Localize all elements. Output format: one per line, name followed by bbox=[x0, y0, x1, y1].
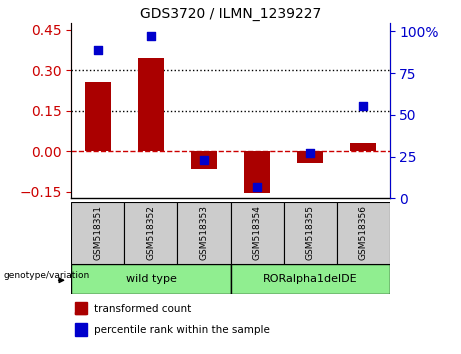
Text: genotype/variation: genotype/variation bbox=[4, 271, 90, 280]
Text: GSM518351: GSM518351 bbox=[94, 205, 102, 260]
Point bbox=[200, 157, 207, 163]
Text: RORalpha1delDE: RORalpha1delDE bbox=[263, 274, 357, 284]
Bar bbox=[284, 202, 337, 264]
Title: GDS3720 / ILMN_1239227: GDS3720 / ILMN_1239227 bbox=[140, 7, 321, 21]
Bar bbox=[230, 264, 390, 294]
Bar bbox=[71, 202, 124, 264]
Text: GSM518352: GSM518352 bbox=[147, 205, 155, 260]
Bar bbox=[350, 143, 376, 151]
Text: percentile rank within the sample: percentile rank within the sample bbox=[94, 325, 270, 336]
Point bbox=[148, 34, 155, 39]
Text: GSM518353: GSM518353 bbox=[200, 205, 208, 260]
Bar bbox=[138, 58, 164, 151]
Text: GSM518355: GSM518355 bbox=[306, 205, 314, 260]
Bar bbox=[244, 151, 270, 193]
Bar bbox=[75, 323, 88, 336]
Bar bbox=[191, 151, 217, 169]
Point bbox=[254, 184, 261, 189]
Point bbox=[94, 47, 101, 52]
Point bbox=[306, 150, 313, 156]
Text: transformed count: transformed count bbox=[94, 304, 191, 314]
Bar bbox=[85, 82, 111, 151]
Text: wild type: wild type bbox=[125, 274, 177, 284]
Bar bbox=[177, 202, 230, 264]
Bar bbox=[230, 202, 284, 264]
Bar bbox=[71, 264, 230, 294]
Bar bbox=[124, 202, 177, 264]
Bar bbox=[75, 312, 86, 314]
Text: GSM518354: GSM518354 bbox=[253, 205, 261, 260]
Bar bbox=[297, 151, 323, 163]
Text: GSM518356: GSM518356 bbox=[359, 205, 367, 260]
Bar bbox=[75, 302, 88, 314]
Bar bbox=[337, 202, 390, 264]
Point bbox=[359, 104, 366, 109]
